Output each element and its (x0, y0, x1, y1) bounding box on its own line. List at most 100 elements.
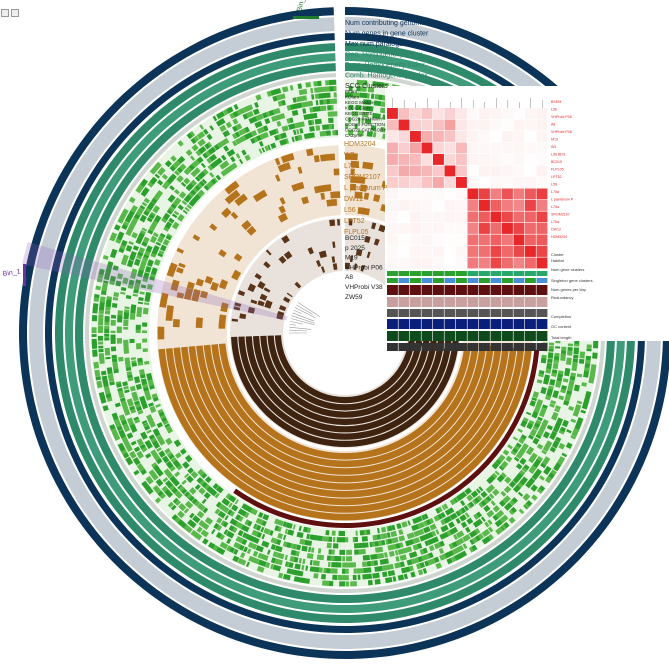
annotation-mark (570, 418, 577, 424)
matrix-strip-cell (410, 278, 421, 283)
bin-1-marker (23, 264, 26, 286)
annotation-mark (123, 385, 129, 390)
heatmap-cell (421, 165, 433, 177)
annotation-mark (358, 542, 366, 549)
genome-cell-tan (191, 288, 201, 302)
annotation-mark (529, 467, 535, 473)
toolbar-icon[interactable] (11, 9, 19, 17)
annotation-mark (359, 530, 365, 536)
annotation-mark (296, 128, 300, 135)
genome-cell-tan (218, 249, 227, 258)
annotation-mark (367, 93, 370, 99)
heatmap-cell (456, 223, 467, 234)
toolbar-icon[interactable] (1, 9, 9, 17)
annotation-mark (366, 561, 371, 567)
annotation-mark (510, 506, 517, 514)
annotation-mark (569, 376, 576, 381)
annotation-mark (157, 490, 164, 497)
annotation-mark (241, 503, 247, 510)
heatmap-cell (536, 177, 548, 188)
annotation-mark (499, 500, 506, 507)
annotation-mark (184, 454, 193, 463)
heatmap-cell (444, 246, 456, 257)
annotation-mark (382, 571, 388, 578)
genome-cell-brown (254, 273, 262, 280)
annotation-mark (144, 297, 151, 303)
annotation-mark (298, 88, 308, 96)
annotation-mark (141, 480, 149, 489)
annotation-mark (525, 449, 533, 456)
annotation-mark (174, 170, 180, 176)
annotation-mark (207, 541, 216, 550)
annotation-mark (277, 532, 284, 540)
annotation-mark (184, 500, 194, 509)
matrix-strip-cell (421, 278, 433, 283)
annotation-mark (381, 565, 387, 571)
annotation-mark (526, 422, 533, 430)
genome-cell-tan (233, 253, 243, 262)
annotation-mark (314, 566, 320, 573)
heatmap-cell (502, 142, 513, 154)
heatmap-cell (433, 108, 444, 119)
annotation-mark (131, 360, 137, 364)
genome-cell-tan (183, 287, 194, 301)
annotation-mark (286, 568, 293, 575)
annotation-mark (367, 86, 375, 93)
annotation-mark (258, 140, 264, 147)
genome-cell-brown (278, 255, 287, 264)
annotation-mark (274, 545, 280, 552)
annotation-mark (296, 96, 302, 103)
heatmap-cell (479, 142, 490, 154)
matrix-strip-cell (525, 297, 536, 307)
annotation-mark (274, 88, 282, 95)
annotation-mark (152, 484, 161, 494)
annotation-mark (120, 286, 127, 292)
annotation-mark (204, 142, 211, 150)
heatmap-cell (536, 200, 548, 211)
heatmap-cell (433, 119, 444, 131)
annotation-mark (212, 115, 218, 122)
annotation-mark (260, 526, 265, 533)
annotation-mark (460, 521, 468, 529)
annotation-mark (572, 407, 581, 417)
annotation-mark (532, 425, 539, 431)
annotation-mark (440, 512, 446, 518)
annotation-mark (106, 367, 113, 375)
matrix-strip-cell (502, 297, 513, 307)
annotation-mark (144, 266, 152, 273)
genome-cell-tan (234, 193, 248, 207)
annotation-mark (196, 476, 203, 484)
annotation-mark (233, 541, 242, 550)
heatmap-cell (525, 211, 536, 223)
genome-cell-tan (246, 225, 257, 236)
heatmap-cell (525, 234, 536, 246)
annotation-mark (146, 283, 153, 290)
matrix-row-label: W2 (551, 145, 556, 149)
annotation-mark (93, 363, 100, 369)
annotation-mark (281, 86, 289, 93)
annotation-mark (538, 373, 544, 377)
matrix-side-label: Redundancy (551, 295, 573, 300)
matrix-strip-cell (387, 331, 398, 341)
matrix-strip-cell (398, 297, 410, 307)
annotation-mark (486, 477, 493, 485)
annotation-mark (135, 324, 141, 330)
annotation-mark (289, 117, 294, 123)
heatmap-cell (410, 223, 421, 234)
heatmap-cell (410, 246, 421, 257)
annotation-mark (156, 434, 163, 440)
annotation-mark (143, 197, 150, 204)
annotation-mark (123, 407, 131, 416)
annotation-mark (488, 493, 495, 499)
annotation-mark (139, 291, 145, 295)
annotation-mark (313, 573, 319, 579)
ring-label: Func. Homogeneity Index (345, 62, 425, 69)
annotation-mark (288, 123, 296, 130)
annotation-mark (149, 405, 157, 414)
matrix-strip-cell (456, 343, 467, 351)
annotation-mark (359, 92, 368, 99)
annotation-mark (517, 491, 524, 497)
annotation-mark (390, 536, 399, 544)
genome-label: M19 (345, 255, 358, 262)
genome-cell-brown (257, 300, 265, 307)
